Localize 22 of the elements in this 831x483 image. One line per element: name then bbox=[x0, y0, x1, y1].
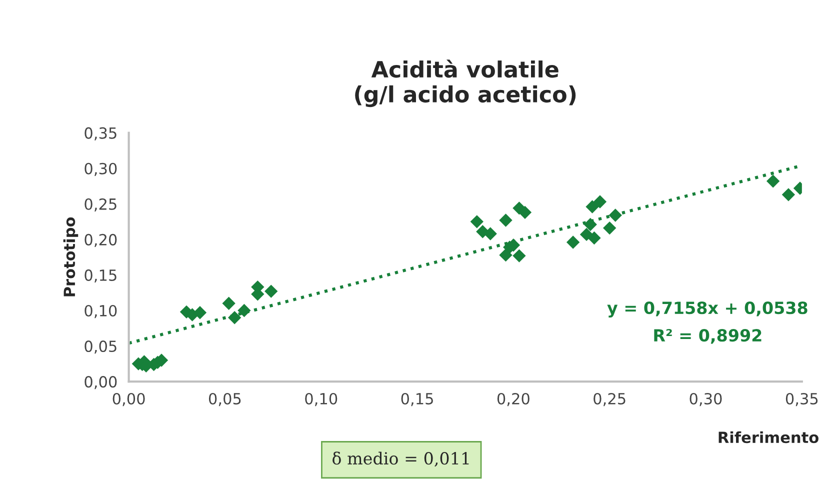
annotation: R² = 0,8992 bbox=[654, 329, 762, 344]
y-tick-label: 0,10 bbox=[84, 304, 117, 318]
y-axis-title: Prototipo bbox=[63, 217, 78, 296]
y-tick-label: 0,00 bbox=[84, 376, 117, 390]
x-tick-label: 0,25 bbox=[594, 392, 626, 406]
y-tick-label: 0,20 bbox=[84, 234, 117, 248]
y-tick-label: 0,05 bbox=[84, 340, 116, 354]
x-axis-title: Riferimento bbox=[718, 431, 818, 444]
y-tick-label: 0,25 bbox=[84, 198, 116, 212]
y-tick-label: 0,35 bbox=[84, 127, 116, 140]
x-tick-label: 0,30 bbox=[690, 392, 722, 406]
x-tick-label: 0,00 bbox=[112, 392, 145, 406]
x-tick-label: 0,15 bbox=[401, 392, 433, 406]
x-tick-label: 0,35 bbox=[786, 392, 818, 406]
x-tick-label: 0,20 bbox=[497, 392, 530, 406]
chart-title: Acidità volatile (g/l acido acetico) bbox=[355, 60, 576, 108]
x-tick-label: 0,10 bbox=[305, 392, 338, 406]
text: δ medio = 0,011 bbox=[332, 452, 469, 467]
y-tick-label: 0,30 bbox=[84, 162, 117, 176]
annotation: y = 0,7158x + 0,0538 bbox=[607, 302, 808, 318]
x-tick-label: 0,05 bbox=[208, 392, 241, 406]
y-tick-label: 0,15 bbox=[84, 269, 116, 283]
